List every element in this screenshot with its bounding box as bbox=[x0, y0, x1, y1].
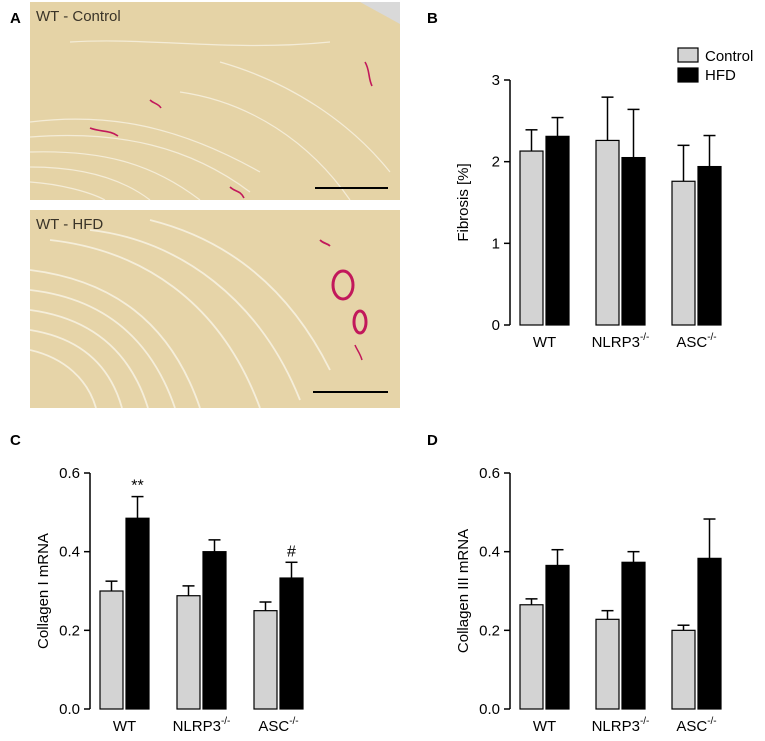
chart-b-y-tick-label: 3 bbox=[492, 72, 500, 89]
chart-c-significance-marker: ** bbox=[131, 478, 143, 495]
micrograph-wt-hfd: WT - HFD bbox=[30, 210, 400, 408]
micrograph-wt-hfd-image bbox=[30, 210, 400, 408]
chart-b-bar bbox=[697, 165, 722, 326]
chart-d-y-tick-label: 0.2 bbox=[479, 622, 500, 639]
chart-b-y-tick-label: 2 bbox=[492, 154, 500, 171]
chart-c-bar bbox=[125, 517, 150, 710]
chart-c-y-tick-label: 0.0 bbox=[59, 701, 80, 718]
chart-d-bar bbox=[545, 564, 570, 710]
micrograph-wt-control: WT - Control bbox=[30, 2, 400, 200]
chart-d-x-tick-superscript: -/- bbox=[640, 716, 649, 727]
chart-d-x-tick-label: ASC-/- bbox=[676, 716, 716, 735]
chart-collagen-iii: 0.0 0.2 0.4 0.6 Collagen III mRNA WT NLRP3-/- A… bbox=[455, 465, 722, 735]
chart-c-x-tick-label: NLRP3-/- bbox=[173, 716, 231, 735]
legend-control-label: Control bbox=[705, 48, 753, 65]
chart-c-bar bbox=[253, 610, 278, 710]
legend-control-swatch bbox=[677, 47, 699, 63]
micrograph-label-wt-hfd: WT - HFD bbox=[36, 216, 104, 233]
chart-d-y-tick-label: 0.4 bbox=[479, 544, 500, 561]
chart-c-y-tick-label: 0.6 bbox=[59, 465, 80, 482]
legend-hfd-label: HFD bbox=[705, 67, 736, 84]
chart-d-bar bbox=[697, 557, 722, 710]
chart-b-x-tick-label: WT bbox=[533, 334, 556, 351]
chart-d-bar bbox=[621, 561, 646, 710]
panel-letter-a: A bbox=[10, 10, 21, 27]
chart-b-bar bbox=[519, 150, 544, 326]
chart-b-bar bbox=[621, 156, 646, 326]
panel-letter-b: B bbox=[427, 10, 438, 27]
legend-hfd-swatch bbox=[677, 67, 699, 83]
chart-c-x-tick-label: WT bbox=[113, 718, 136, 735]
chart-c-bar bbox=[99, 590, 124, 710]
chart-d-x-tick-label: WT bbox=[533, 718, 556, 735]
chart-b-x-tick-label: NLRP3-/- bbox=[592, 332, 650, 351]
chart-collagen-i: 0.0 0.2 0.4 0.6 Collagen I mRNA WT NLRP3-/- ASC… bbox=[35, 465, 304, 735]
micrograph-wt-control-image bbox=[30, 2, 400, 200]
panel-letter-c: C bbox=[10, 432, 21, 449]
chart-b-x-tick-label: ASC-/- bbox=[676, 332, 716, 351]
chart-b-x-tick-superscript: -/- bbox=[707, 332, 716, 343]
chart-b-bar bbox=[545, 135, 570, 326]
chart-c-bar bbox=[202, 551, 227, 710]
chart-b-y-tick-label: 1 bbox=[492, 235, 500, 252]
chart-b-bar bbox=[671, 180, 696, 326]
chart-c-x-tick-label: ASC-/- bbox=[258, 716, 298, 735]
chart-b-x-tick-superscript: -/- bbox=[640, 332, 649, 343]
chart-c-x-tick-superscript: -/- bbox=[289, 716, 298, 727]
chart-c-y-tick-label: 0.2 bbox=[59, 622, 80, 639]
chart-b-bar bbox=[595, 139, 620, 326]
chart-d-y-axis-label: Collagen III mRNA bbox=[455, 529, 472, 653]
chart-c-y-tick-label: 0.4 bbox=[59, 544, 80, 561]
chart-d-y-tick-label: 0.6 bbox=[479, 465, 500, 482]
chart-d-bar bbox=[595, 618, 620, 710]
chart-c-x-tick-superscript: -/- bbox=[221, 716, 230, 727]
chart-fibrosis: Control HFD 0 1 2 3 Fibrosis [%] WT NLRP3-/- AS… bbox=[455, 47, 753, 351]
chart-c-bar bbox=[279, 577, 304, 710]
chart-c-y-axis-label: Collagen I mRNA bbox=[35, 533, 52, 649]
chart-b-y-axis-label: Fibrosis [%] bbox=[455, 163, 472, 241]
chart-d-bar bbox=[671, 629, 696, 710]
chart-d-bar bbox=[519, 604, 544, 710]
chart-c-bar bbox=[176, 595, 201, 710]
chart-d-y-tick-label: 0.0 bbox=[479, 701, 500, 718]
panel-letter-d: D bbox=[427, 432, 438, 449]
chart-d-x-tick-superscript: -/- bbox=[707, 716, 716, 727]
chart-b-y-tick-label: 0 bbox=[492, 317, 500, 334]
chart-c-significance-marker: # bbox=[287, 543, 296, 560]
micrograph-label-wt-control: WT - Control bbox=[36, 8, 121, 25]
chart-d-x-tick-label: NLRP3-/- bbox=[592, 716, 650, 735]
